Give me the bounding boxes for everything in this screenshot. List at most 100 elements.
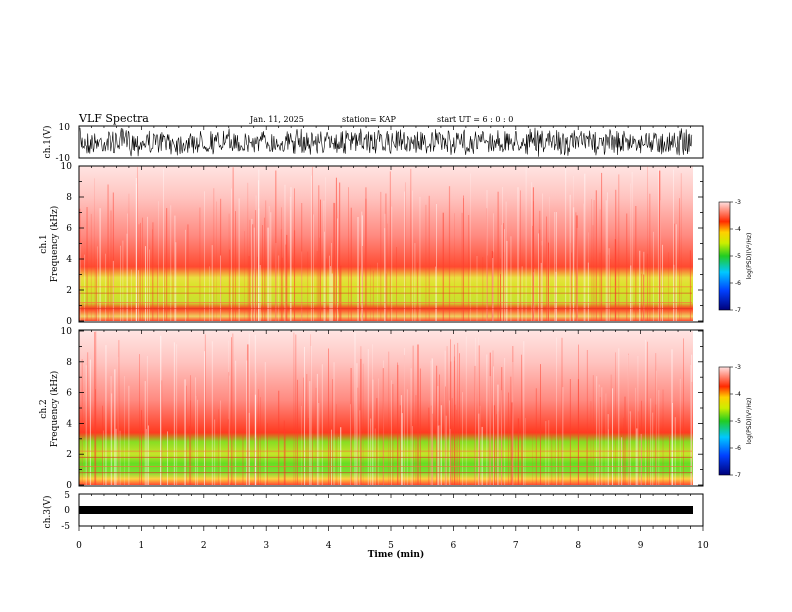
spectrogram-streak — [591, 199, 592, 321]
spectrogram-streak — [275, 243, 277, 321]
spectrogram-streak — [189, 425, 190, 485]
spectrogram-streak — [541, 241, 543, 321]
ch2-spectrogram-streaks — [79, 331, 693, 485]
spectrogram-streak — [258, 180, 260, 321]
spectrogram-streak — [621, 437, 623, 485]
spectrogram-streak — [128, 385, 130, 485]
spectrogram-streak — [459, 353, 460, 485]
spectrogram-streak — [542, 193, 543, 321]
spectrogram-streak — [515, 437, 516, 485]
spectrogram-streak — [324, 231, 325, 321]
time-axis-label: Time (min) — [368, 549, 425, 560]
spectrogram-streak — [281, 257, 283, 321]
spectrogram-streak — [606, 192, 608, 321]
spectrogram-streak — [372, 379, 374, 485]
spectrogram-streak — [454, 356, 455, 485]
ch1-ytick-bottom: -10 — [56, 154, 71, 164]
spectrogram-streak — [105, 253, 106, 321]
colorbar-tick-label: -7 — [735, 307, 741, 314]
spectrogram-streak — [228, 340, 230, 485]
spectrogram-streak — [405, 182, 406, 321]
spectrogram-streak — [164, 270, 165, 321]
spectrogram-streak — [333, 362, 335, 485]
spectrogram-streak — [84, 254, 85, 321]
spectrogram-streak — [440, 405, 442, 485]
spectrogram-streak — [588, 232, 589, 321]
spectrogram-streak — [657, 169, 659, 321]
xtick-label: 9 — [638, 541, 644, 551]
spectrogram-streak — [556, 212, 557, 321]
xtick-label: 4 — [326, 541, 332, 551]
spectrogram-streak — [307, 418, 309, 485]
spectrogram-streak — [401, 413, 403, 485]
spectrogram-streak — [479, 405, 481, 485]
spectrogram-streak — [290, 210, 292, 321]
spectrogram-streak — [122, 240, 124, 321]
colorbar-tick-label: -3 — [735, 199, 741, 206]
spectrogram-streak — [576, 215, 578, 321]
spectrogram-streak — [152, 229, 153, 321]
spectrogram-streak — [290, 187, 292, 321]
ch3-ytick-bottom: -5 — [61, 522, 70, 532]
spectrogram-streak — [573, 207, 575, 321]
spectrogram-streak — [330, 266, 331, 321]
spectrogram-streak — [497, 384, 499, 485]
spectrogram-streak — [135, 178, 137, 321]
spectrogram-streak — [295, 334, 297, 485]
spectrogram-streak — [410, 168, 412, 321]
spectrogram-streak — [95, 267, 97, 321]
spectrogram-streak — [500, 274, 501, 321]
spectrogram-streak — [146, 356, 148, 485]
spectrogram-streak — [522, 431, 523, 485]
spectrogram-streak — [238, 198, 240, 321]
spectrogram-streak — [138, 270, 139, 321]
spectrogram-streak — [278, 255, 280, 321]
spectrogram-streak — [538, 233, 539, 321]
spectrogram-streak — [304, 346, 305, 485]
spectrogram-streak — [492, 258, 494, 321]
spectrogram-streak — [313, 214, 314, 321]
spectrogram-streak — [204, 334, 206, 485]
spectrogram-streak — [647, 253, 648, 321]
spectrogram-streak — [332, 379, 333, 485]
spectrogram-streak — [623, 434, 624, 485]
spectrogram-streak — [118, 340, 120, 485]
spectrogram-streak — [232, 167, 234, 321]
spectrogram-streak — [512, 346, 514, 485]
spectrogram-streak — [144, 381, 146, 485]
ytick-label: 6 — [66, 389, 72, 399]
spectrogram-streak — [650, 398, 652, 485]
spectrogram-streak — [248, 333, 250, 485]
spectrogram-streak — [350, 368, 352, 485]
spectrogram-streak — [120, 245, 121, 321]
spectrogram-streak — [228, 213, 230, 321]
spectrogram-streak — [325, 258, 327, 321]
spectrogram-streak — [599, 397, 601, 485]
spectrogram-streak — [149, 249, 150, 321]
spectrogram-streak — [601, 172, 603, 321]
spectrogram-streak — [281, 207, 282, 321]
spectrogram-streak — [365, 198, 367, 321]
spectrogram-streak — [94, 331, 96, 485]
spectrogram-streak — [264, 217, 265, 321]
spectrogram-streak — [478, 345, 480, 485]
xtick-label: 10 — [697, 541, 709, 551]
spectrogram-streak — [493, 366, 494, 485]
spectrogram-streak — [689, 250, 691, 321]
spectrogram-streak — [312, 167, 313, 321]
spectrogram-streak — [195, 377, 196, 485]
spectrogram-streak — [478, 413, 480, 485]
spectrogram-streak — [596, 376, 598, 485]
spectrogram-streak — [380, 191, 382, 321]
spectrogram-streak — [285, 244, 287, 321]
spectrogram-streak — [662, 389, 664, 485]
spectrogram-streak — [170, 205, 172, 321]
spectrogram-streak — [649, 193, 651, 321]
spectrogram-streak — [216, 201, 217, 321]
spectrogram-streak — [511, 402, 513, 485]
spectrogram-streak — [391, 206, 393, 321]
spectrogram-streak — [378, 378, 379, 485]
spectrogram-streak — [383, 360, 384, 485]
spectrogram-streak — [454, 404, 456, 485]
spectrogram-streak — [139, 354, 140, 485]
